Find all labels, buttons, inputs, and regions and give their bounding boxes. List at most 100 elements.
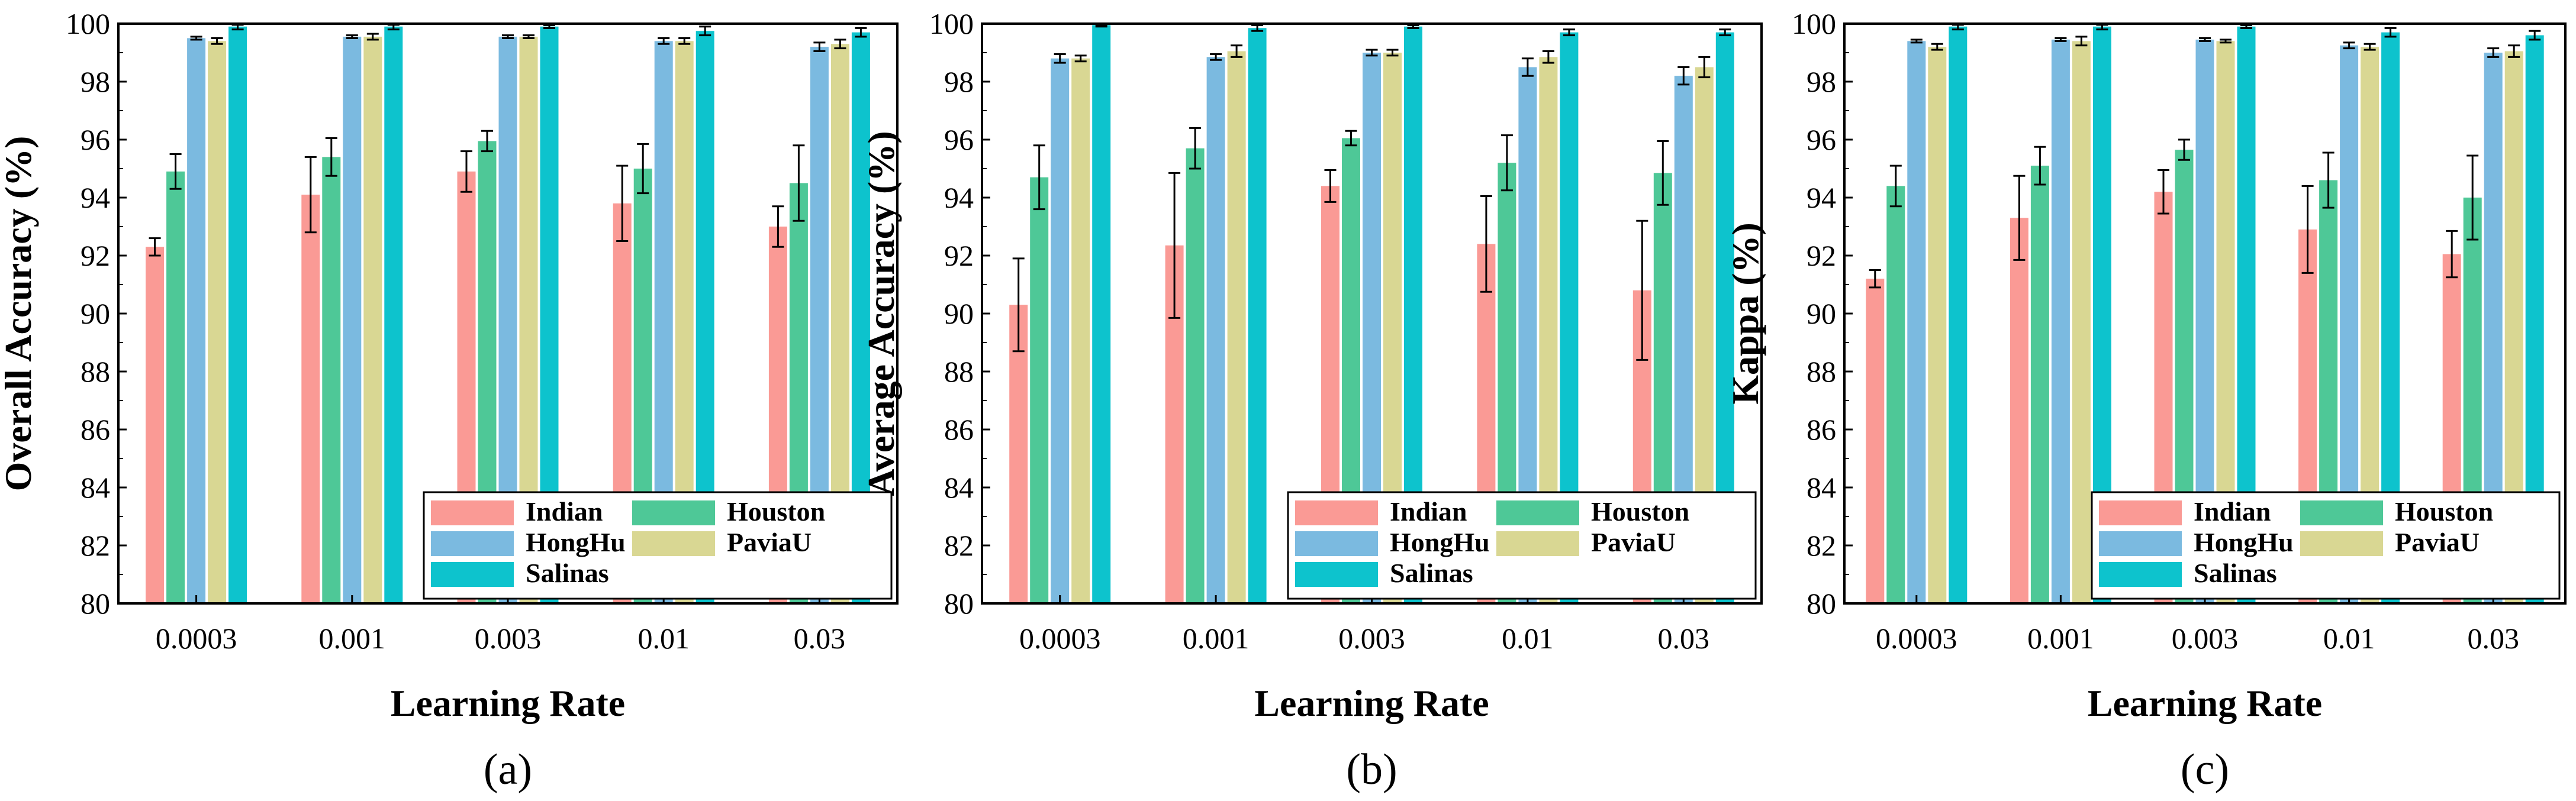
chart-panel-b: 80 82 84 86 88 90 92 94 96 98 100 0.0003 0.001 0.003 0… — [860, 7, 1763, 794]
legend-swatch-indian — [1295, 500, 1378, 525]
x-tick-label: 0.003 — [2172, 622, 2239, 655]
y-tick-label: 88 — [80, 355, 110, 388]
x-tick-label: 0.003 — [475, 622, 542, 655]
x-tick-label: 0.03 — [1658, 622, 1710, 655]
legend-swatch-salinas — [431, 562, 514, 587]
y-tick-label: 84 — [944, 471, 974, 504]
x-tick-label: 0.0003 — [156, 622, 237, 655]
bar — [1866, 279, 1885, 603]
legend-swatch-houston — [632, 500, 715, 525]
bar — [1009, 305, 1028, 603]
bar — [1949, 26, 1968, 603]
legend-swatch-salinas — [1295, 562, 1378, 587]
legend-swatch-paviau — [632, 531, 715, 556]
x-tick-label: 0.001 — [319, 622, 386, 655]
legend-swatch-salinas — [2099, 562, 2182, 587]
bar — [384, 26, 403, 603]
legend-label-houston: Houston — [2395, 496, 2493, 527]
y-tick-label: 100 — [66, 7, 110, 40]
x-axis-title: Learning Rate — [391, 682, 625, 724]
legend-swatch-houston — [1496, 500, 1579, 525]
y-tick-label: 92 — [1807, 239, 1836, 272]
legend-swatch-paviau — [2300, 531, 2383, 556]
x-tick-label: 0.01 — [2323, 622, 2375, 655]
bar — [1206, 57, 1225, 604]
bar — [1051, 58, 1070, 604]
legend-label-salinas: Salinas — [1390, 558, 1473, 588]
x-axis-title: Learning Rate — [1254, 682, 1489, 724]
legend-label-houston: Houston — [727, 496, 825, 527]
legend-swatch-honghu — [431, 531, 514, 556]
y-tick-label: 94 — [944, 181, 974, 214]
x-tick-label: 0.01 — [637, 622, 690, 655]
chart-panel-a: 80 82 84 86 88 90 92 94 96 98 100 0.0003 0.001 0.003 0… — [0, 7, 899, 794]
y-tick-label: 82 — [944, 529, 974, 562]
bar — [1092, 25, 1111, 603]
y-tick-label: 86 — [1807, 413, 1836, 446]
legend-label-honghu: HongHu — [526, 527, 626, 557]
y-tick-label: 100 — [929, 7, 974, 40]
bar — [146, 247, 165, 603]
x-tick-label: 0.0003 — [1019, 622, 1101, 655]
x-tick-label: 0.001 — [2027, 622, 2094, 655]
y-tick-label: 100 — [1792, 7, 1836, 40]
bar — [301, 195, 320, 604]
legend-swatch-paviau — [1496, 531, 1579, 556]
bar — [166, 171, 185, 603]
y-tick-label: 80 — [1807, 587, 1836, 620]
series-honghu — [187, 34, 829, 604]
y-tick-label: 86 — [80, 413, 110, 446]
legend-label-indian: Indian — [526, 496, 603, 527]
legend-label-paviau: PaviaU — [2395, 527, 2480, 557]
bar — [1227, 51, 1246, 604]
y-tick-label: 84 — [80, 471, 110, 504]
y-tick-label: 84 — [1807, 471, 1836, 504]
y-tick-label: 90 — [944, 297, 974, 330]
bar — [1071, 58, 1090, 604]
legend-label-paviau: PaviaU — [727, 527, 812, 557]
legend-label-paviau: PaviaU — [1591, 527, 1676, 557]
panel-label: (c) — [2181, 745, 2229, 794]
legend: Indian Houston HongHu PaviaU Salinas — [2091, 491, 2561, 600]
bar — [1886, 186, 1905, 603]
y-tick-label: 88 — [944, 355, 974, 388]
y-tick-label: 88 — [1807, 355, 1836, 388]
y-tick-label: 96 — [80, 123, 110, 156]
y-tick-label: 94 — [80, 181, 110, 214]
legend-swatch-indian — [2099, 500, 2182, 525]
y-tick-label: 86 — [944, 413, 974, 446]
legend-label-honghu: HongHu — [2194, 527, 2294, 557]
y-tick-label: 98 — [80, 65, 110, 98]
x-tick-label: 0.003 — [1338, 622, 1405, 655]
bar — [322, 157, 341, 603]
bar — [1907, 41, 1926, 603]
bar — [2030, 166, 2049, 604]
legend: Indian Houston HongHu PaviaU Salinas — [423, 491, 893, 600]
y-axis-title: Average Accuracy (%) — [860, 131, 902, 496]
legend-swatch-honghu — [1295, 531, 1378, 556]
legend-label-indian: Indian — [2194, 496, 2271, 527]
y-tick-label: 82 — [80, 529, 110, 562]
x-tick-label: 0.001 — [1183, 622, 1250, 655]
legend: Indian Houston HongHu PaviaU Salinas — [1287, 491, 1757, 600]
bar — [1248, 28, 1267, 604]
bar — [187, 38, 206, 603]
bar — [2072, 41, 2091, 603]
bar — [2010, 218, 2028, 603]
legend-label-salinas: Salinas — [2194, 558, 2277, 588]
bar — [228, 26, 247, 603]
panel-label: (b) — [1346, 745, 1397, 794]
legend-swatch-houston — [2300, 500, 2383, 525]
x-axis-title: Learning Rate — [2088, 682, 2322, 724]
chart-panel-c: 80 82 84 86 88 90 92 94 96 98 100 0.0003 0.001 0.003 0… — [1724, 7, 2567, 794]
y-tick-label: 80 — [80, 587, 110, 620]
x-tick-label: 0.0003 — [1876, 622, 1957, 655]
bar — [2051, 39, 2070, 603]
legend-label-salinas: Salinas — [526, 558, 609, 588]
y-tick-label: 92 — [944, 239, 974, 272]
y-tick-label: 80 — [944, 587, 974, 620]
y-tick-label: 98 — [944, 65, 974, 98]
y-tick-label: 82 — [1807, 529, 1836, 562]
legend-label-indian: Indian — [1390, 496, 1467, 527]
